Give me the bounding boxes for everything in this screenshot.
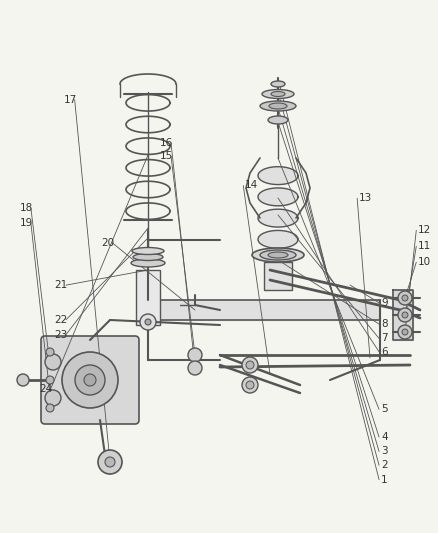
Circle shape	[75, 365, 105, 395]
Circle shape	[17, 374, 29, 386]
Text: 14: 14	[245, 181, 258, 190]
Polygon shape	[148, 300, 380, 320]
Text: 12: 12	[418, 225, 431, 235]
Circle shape	[145, 319, 151, 325]
FancyBboxPatch shape	[41, 336, 139, 424]
Text: 13: 13	[359, 193, 372, 203]
Text: 23: 23	[55, 330, 68, 340]
Text: 2: 2	[381, 461, 388, 470]
Text: 16: 16	[160, 138, 173, 148]
Text: 1: 1	[381, 475, 388, 484]
Bar	[264, 262, 292, 290]
Ellipse shape	[268, 116, 288, 124]
Ellipse shape	[132, 247, 164, 254]
Ellipse shape	[269, 103, 287, 109]
Circle shape	[140, 314, 156, 330]
Polygon shape	[258, 230, 298, 248]
Ellipse shape	[252, 248, 304, 262]
Circle shape	[45, 354, 61, 370]
Circle shape	[246, 361, 254, 369]
Text: 11: 11	[418, 241, 431, 251]
Ellipse shape	[268, 252, 288, 258]
Ellipse shape	[271, 81, 285, 87]
Circle shape	[84, 374, 96, 386]
Circle shape	[402, 295, 408, 301]
Text: 24: 24	[39, 384, 53, 394]
Text: 10: 10	[418, 257, 431, 267]
Text: 7: 7	[381, 334, 388, 343]
Ellipse shape	[260, 250, 296, 260]
Ellipse shape	[262, 90, 294, 99]
Text: 5: 5	[381, 405, 388, 414]
Text: 4: 4	[381, 432, 388, 442]
Circle shape	[402, 312, 408, 318]
Circle shape	[402, 329, 408, 335]
Text: 8: 8	[381, 319, 388, 329]
Ellipse shape	[131, 259, 165, 267]
Circle shape	[398, 291, 412, 305]
Text: 20: 20	[101, 238, 114, 247]
Circle shape	[46, 348, 54, 356]
Text: 3: 3	[381, 447, 388, 456]
Circle shape	[246, 381, 254, 389]
Text: 9: 9	[381, 298, 388, 308]
Polygon shape	[258, 167, 298, 184]
Circle shape	[46, 404, 54, 412]
Circle shape	[242, 357, 258, 373]
Ellipse shape	[271, 92, 285, 96]
Circle shape	[242, 377, 258, 393]
Circle shape	[98, 450, 122, 474]
Text: 22: 22	[55, 315, 68, 325]
Text: 19: 19	[20, 218, 33, 228]
Circle shape	[105, 457, 115, 467]
Polygon shape	[393, 290, 413, 340]
Ellipse shape	[260, 101, 296, 111]
Circle shape	[46, 376, 54, 384]
Text: 21: 21	[55, 280, 68, 290]
Ellipse shape	[133, 254, 163, 261]
Text: 6: 6	[381, 347, 388, 357]
Polygon shape	[258, 209, 298, 227]
Text: 17: 17	[64, 95, 77, 104]
Polygon shape	[258, 188, 298, 206]
Circle shape	[398, 308, 412, 322]
Circle shape	[188, 361, 202, 375]
Bar	[136, 270, 160, 325]
Text: 15: 15	[160, 151, 173, 161]
Circle shape	[62, 352, 118, 408]
Circle shape	[398, 325, 412, 339]
Text: 18: 18	[20, 203, 33, 213]
Circle shape	[45, 390, 61, 406]
Circle shape	[188, 348, 202, 362]
